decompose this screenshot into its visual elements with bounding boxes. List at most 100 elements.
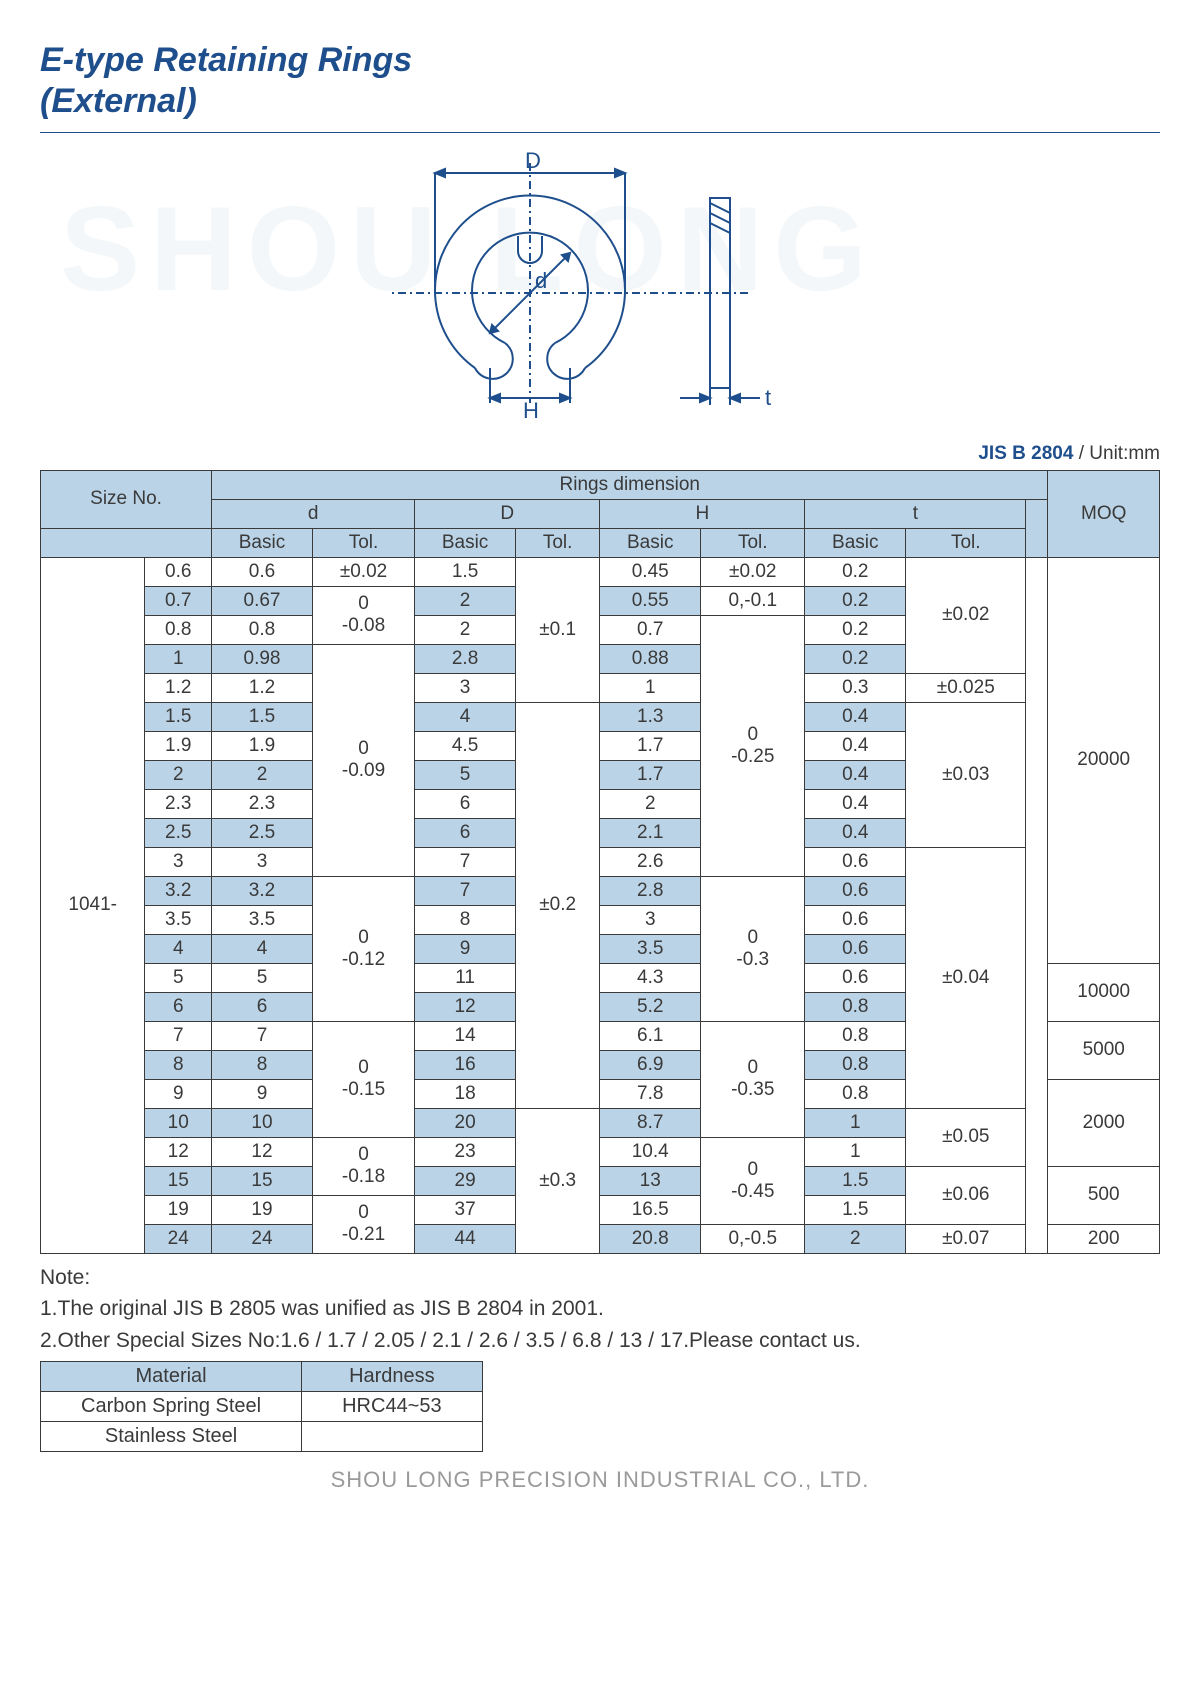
cell-d: 12 — [212, 1137, 313, 1166]
cell-d: 9 — [212, 1079, 313, 1108]
cell-d-tol: 0 -0.21 — [312, 1195, 414, 1253]
table-row: 1041-0.60.6±0.021.5±0.10.45±0.020.2±0.02… — [41, 557, 1160, 586]
cell-H: 3.5 — [600, 934, 701, 963]
cell-D: 7 — [415, 847, 516, 876]
cell-t: 1 — [805, 1108, 906, 1137]
cell-t-tol: ±0.025 — [906, 673, 1026, 702]
mat-stainless: Stainless Steel — [41, 1422, 302, 1452]
cell-D: 2 — [415, 586, 516, 615]
cell-t: 0.4 — [805, 789, 906, 818]
cell-D-tol: ±0.2 — [515, 702, 599, 1108]
diagram-label-d: d — [535, 268, 547, 293]
cell-size: 4 — [145, 934, 212, 963]
cell-t: 0.4 — [805, 760, 906, 789]
table-row: 1.51.54±0.21.30.4±0.03 — [41, 702, 1160, 731]
cell-d: 5 — [212, 963, 313, 992]
cell-t-tol: ±0.06 — [906, 1166, 1026, 1224]
cell-H: 13 — [600, 1166, 701, 1195]
cell-D: 2 — [415, 615, 516, 644]
header-D-tol: Tol. — [515, 528, 599, 557]
cell-D: 37 — [415, 1195, 516, 1224]
cell-t-tol: ±0.03 — [906, 702, 1026, 847]
header-size-no: Size No. — [41, 470, 212, 528]
cell-t: 0.6 — [805, 963, 906, 992]
header-t-tol: Tol. — [906, 528, 1026, 557]
cell-H: 7.8 — [600, 1079, 701, 1108]
cell-moq: 2000 — [1048, 1079, 1160, 1166]
cell-d: 0.98 — [212, 644, 313, 673]
cell-H: 1.7 — [600, 760, 701, 789]
cell-size: 6 — [145, 992, 212, 1021]
standard-line: JIS B 2804 / Unit:mm — [40, 443, 1160, 465]
cell-D: 12 — [415, 992, 516, 1021]
cell-t: 0.6 — [805, 847, 906, 876]
mat-header-material: Material — [41, 1362, 302, 1392]
cell-moq: 20000 — [1048, 557, 1160, 963]
header-rings-dim: Rings dimension — [212, 470, 1048, 499]
cell-size: 12 — [145, 1137, 212, 1166]
cell-D: 4 — [415, 702, 516, 731]
cell-D: 9 — [415, 934, 516, 963]
cell-d: 2.5 — [212, 818, 313, 847]
cell-size: 8 — [145, 1050, 212, 1079]
cell-H-tol: 0 -0.45 — [701, 1137, 805, 1224]
cell-d-tol: 0 -0.15 — [312, 1021, 414, 1137]
table-row: 3372.60.6±0.04 — [41, 847, 1160, 876]
cell-d: 10 — [212, 1108, 313, 1137]
cell-size: 3.2 — [145, 876, 212, 905]
cell-d: 1.2 — [212, 673, 313, 702]
cell-H: 6.9 — [600, 1050, 701, 1079]
table-row: 151529131.5±0.06500 — [41, 1166, 1160, 1195]
title-rule — [40, 132, 1160, 133]
cell-size: 2 — [145, 760, 212, 789]
standard-code: JIS B 2804 — [978, 443, 1073, 464]
cell-size: 24 — [145, 1224, 212, 1253]
cell-size: 2.3 — [145, 789, 212, 818]
cell-D: 18 — [415, 1079, 516, 1108]
cell-D: 23 — [415, 1137, 516, 1166]
note-1: 1.The original JIS B 2805 was unified as… — [40, 1293, 1160, 1325]
cell-D: 4.5 — [415, 731, 516, 760]
cell-t: 0.2 — [805, 644, 906, 673]
cell-H: 10.4 — [600, 1137, 701, 1166]
cell-H: 2.1 — [600, 818, 701, 847]
note-2: 2.Other Special Sizes No:1.6 / 1.7 / 2.0… — [40, 1325, 1160, 1357]
blank-col — [1026, 557, 1048, 1253]
cell-t: 0.8 — [805, 1021, 906, 1050]
cell-D: 14 — [415, 1021, 516, 1050]
cell-D: 6 — [415, 818, 516, 847]
cell-D: 7 — [415, 876, 516, 905]
cell-t: 0.4 — [805, 731, 906, 760]
diagram-label-t: t — [765, 385, 771, 410]
cell-D: 6 — [415, 789, 516, 818]
cell-D: 2.8 — [415, 644, 516, 673]
cell-d-tol: 0 -0.08 — [312, 586, 414, 644]
cell-t-tol: ±0.05 — [906, 1108, 1026, 1166]
cell-d: 1.5 — [212, 702, 313, 731]
header-H-basic: Basic — [600, 528, 701, 557]
cell-H: 0.45 — [600, 557, 701, 586]
cell-t: 1 — [805, 1137, 906, 1166]
mat-header-hardness: Hardness — [302, 1362, 483, 1392]
cell-size: 0.7 — [145, 586, 212, 615]
cell-d: 1.9 — [212, 731, 313, 760]
cell-H-tol: 0,-0.1 — [701, 586, 805, 615]
cell-H-tol: 0 -0.3 — [701, 876, 805, 1021]
cell-size: 3 — [145, 847, 212, 876]
cell-t: 2 — [805, 1224, 906, 1253]
cell-D: 44 — [415, 1224, 516, 1253]
cell-H: 1.3 — [600, 702, 701, 731]
cell-t-tol: ±0.07 — [906, 1224, 1026, 1253]
cell-H: 1 — [600, 673, 701, 702]
cell-H: 6.1 — [600, 1021, 701, 1050]
cell-d-tol: ±0.02 — [312, 557, 414, 586]
cell-H: 16.5 — [600, 1195, 701, 1224]
footer: SHOU LONG PRECISION INDUSTRIAL CO., LTD. — [40, 1467, 1160, 1493]
cell-D: 5 — [415, 760, 516, 789]
cell-H-tol: ±0.02 — [701, 557, 805, 586]
cell-size: 1.9 — [145, 731, 212, 760]
cell-t: 0.2 — [805, 586, 906, 615]
cell-d-tol: 0 -0.09 — [312, 644, 414, 876]
header-D-basic: Basic — [415, 528, 516, 557]
cell-D: 8 — [415, 905, 516, 934]
